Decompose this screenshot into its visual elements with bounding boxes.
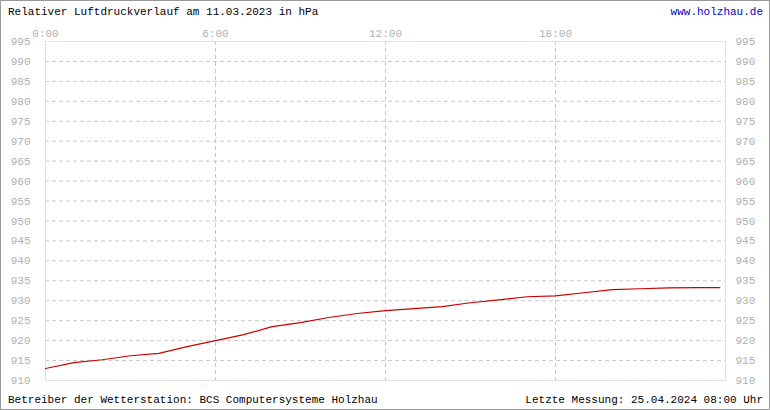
svg-text:915: 915 <box>736 355 756 367</box>
svg-text:980: 980 <box>736 96 756 108</box>
svg-text:985: 985 <box>11 76 31 88</box>
html-text:Letzte Messung: 25.04.2024 08:: Letzte Messung: 25.04.2024 08:00 Uhr <box>525 394 763 406</box>
svg-text:950: 950 <box>736 215 756 227</box>
html-text:Relativer Luftdruckverlauf am: Relativer Luftdruckverlauf am 11.03.2023… <box>8 6 319 18</box>
svg-text:970: 970 <box>736 136 756 148</box>
html-text:www.holzhau.de: www.holzhau.de <box>670 6 763 18</box>
svg-text:955: 955 <box>11 196 31 208</box>
svg-text:995: 995 <box>11 36 31 48</box>
svg-text:0:00: 0:00 <box>32 28 58 40</box>
svg-text:970: 970 <box>11 136 31 148</box>
svg-text:12:00: 12:00 <box>369 28 402 40</box>
svg-text:980: 980 <box>11 96 31 108</box>
svg-text:965: 965 <box>11 156 31 168</box>
svg-text:910: 910 <box>736 375 756 387</box>
svg-text:960: 960 <box>11 176 31 188</box>
svg-text:990: 990 <box>736 56 756 68</box>
svg-text:945: 945 <box>11 235 31 247</box>
svg-text:935: 935 <box>11 275 31 287</box>
svg-text:935: 935 <box>736 275 756 287</box>
svg-text:925: 925 <box>736 315 756 327</box>
html-text:Betreiber der Wetterstation: B: Betreiber der Wetterstation: BCS Compute… <box>8 394 378 406</box>
svg-text:920: 920 <box>736 335 756 347</box>
svg-text:920: 920 <box>11 335 31 347</box>
svg-text:915: 915 <box>11 355 31 367</box>
svg-text:975: 975 <box>11 116 31 128</box>
svg-text:975: 975 <box>736 116 756 128</box>
svg-text:995: 995 <box>736 36 756 48</box>
svg-text:925: 925 <box>11 315 31 327</box>
svg-text:945: 945 <box>736 235 756 247</box>
svg-text:950: 950 <box>11 215 31 227</box>
svg-text:940: 940 <box>11 255 31 267</box>
svg-text:985: 985 <box>736 76 756 88</box>
svg-text:930: 930 <box>736 295 756 307</box>
svg-text:990: 990 <box>11 56 31 68</box>
svg-text:6:00: 6:00 <box>202 28 228 40</box>
svg-text:960: 960 <box>736 176 756 188</box>
svg-text:955: 955 <box>736 196 756 208</box>
svg-text:910: 910 <box>11 375 31 387</box>
svg-text:18:00: 18:00 <box>539 28 572 40</box>
svg-text:940: 940 <box>736 255 756 267</box>
svg-text:965: 965 <box>736 156 756 168</box>
svg-text:930: 930 <box>11 295 31 307</box>
